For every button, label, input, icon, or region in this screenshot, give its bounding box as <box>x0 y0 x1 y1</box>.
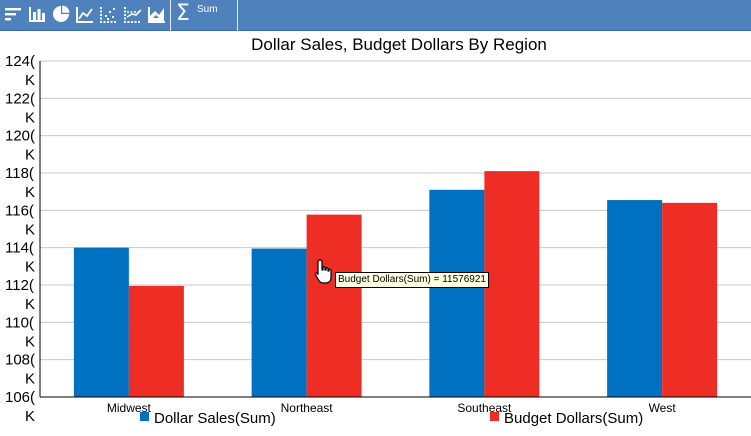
toolbar: Σ Sum <box>0 0 751 31</box>
y-tick-label: 106( <box>5 389 35 406</box>
y-tick-label: 122( <box>5 90 35 107</box>
y-axis: 124(K122(K120(K118(K116(K114(K112(K110(K… <box>5 53 41 425</box>
legend-swatch <box>490 412 499 421</box>
y-tick-label: 108( <box>5 352 35 369</box>
hand-cursor-icon <box>314 259 332 284</box>
bars <box>73 171 718 397</box>
bar-northeast-dollar-sales <box>251 248 307 397</box>
bar-midwest-dollar-sales <box>73 247 129 397</box>
sum-button[interactable]: Σ Sum <box>175 2 235 28</box>
x-tick-label: West <box>649 401 677 415</box>
y-tick-label: 116( <box>5 202 34 219</box>
toolbar-separator <box>237 0 238 31</box>
legend-label: Budget Dollars(Sum) <box>504 410 643 427</box>
x-tick-label: Southeast <box>457 401 512 415</box>
area-chart-icon[interactable] <box>147 4 167 24</box>
pie-chart-icon[interactable] <box>51 4 71 24</box>
toolbar-separator <box>170 0 171 31</box>
y-tick-unit: K <box>25 259 35 276</box>
bar-chart: Dollar Sales, Budget Dollars By Region 1… <box>5 35 751 427</box>
y-tick-unit: K <box>25 408 35 425</box>
bar-west-budget-dollars <box>662 202 718 397</box>
y-tick-label: 120( <box>5 128 35 145</box>
y-tick-unit: K <box>25 333 35 350</box>
tooltip: Budget Dollars(Sum) = 11576921 <box>335 272 489 288</box>
bar-southeast-dollar-sales <box>429 189 485 397</box>
y-tick-unit: K <box>25 147 35 164</box>
chart-title: Dollar Sales, Budget Dollars By Region <box>251 35 547 54</box>
trend-chart-icon[interactable] <box>123 4 143 24</box>
y-tick-unit: K <box>25 221 35 238</box>
legend-label: Dollar Sales(Sum) <box>154 410 276 427</box>
y-tick-unit: K <box>25 184 35 201</box>
x-axis: Midwest Northeast Southeast West <box>40 396 751 415</box>
legend: Dollar Sales(Sum) Budget Dollars(Sum) <box>140 410 643 427</box>
sum-label: Sum <box>197 4 218 15</box>
y-tick-unit: K <box>25 371 35 388</box>
x-tick-label: Northeast <box>281 401 334 415</box>
bar-midwest-budget-dollars <box>128 285 184 397</box>
y-tick-unit: K <box>25 109 35 126</box>
y-tick-label: 118( <box>5 165 34 182</box>
bar-west-dollar-sales <box>607 200 663 397</box>
scatter-chart-icon[interactable] <box>99 4 119 24</box>
x-tick-label: Midwest <box>107 401 152 415</box>
y-tick-unit: K <box>25 72 35 89</box>
sigma-icon: Σ <box>176 1 190 26</box>
sort-icon[interactable] <box>3 4 23 24</box>
y-tick-label: 124( <box>5 53 35 70</box>
y-tick-unit: K <box>25 296 35 313</box>
bar-northeast-budget-dollars <box>306 214 362 397</box>
y-tick-label: 114( <box>5 240 34 257</box>
bar-southeast-budget-dollars <box>484 171 540 397</box>
bar-chart-icon[interactable] <box>27 4 47 24</box>
y-tick-label: 112( <box>5 277 34 294</box>
line-chart-icon[interactable] <box>75 4 95 24</box>
y-tick-label: 110( <box>5 314 34 331</box>
legend-swatch <box>140 412 149 421</box>
